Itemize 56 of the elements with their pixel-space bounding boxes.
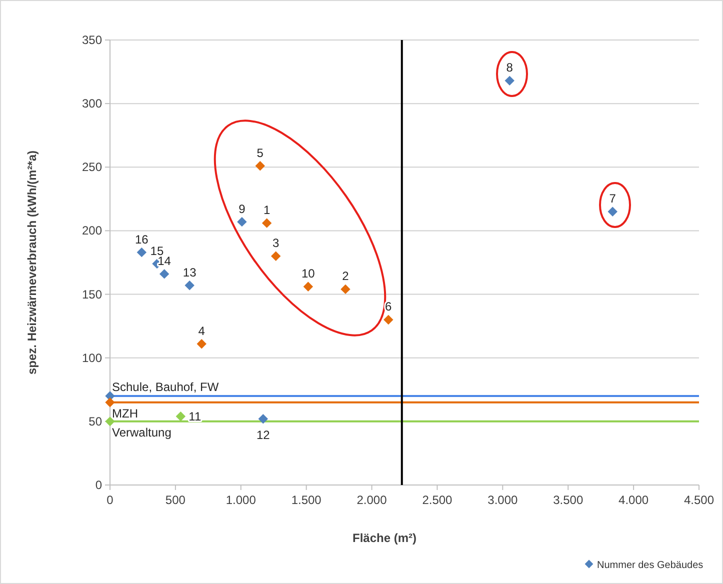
annotation: 16 <box>134 232 149 246</box>
annotation: 12 <box>256 428 270 442</box>
x-axis-title: Fläche (m²) <box>352 531 417 545</box>
y-tick-label: 0 <box>95 478 102 492</box>
point <box>258 414 268 424</box>
annotation: 8 <box>506 60 514 75</box>
annotation: 4 <box>198 324 206 338</box>
point <box>105 398 115 408</box>
x-tick-label: 500 <box>165 493 186 507</box>
x-tick-label: 2.500 <box>422 493 453 507</box>
x-tick-label: 3.000 <box>488 493 518 507</box>
annotation: 3 <box>272 236 280 250</box>
y-tick-label: 150 <box>82 287 102 302</box>
annotation: 5 <box>256 146 264 160</box>
x-tick-label: 4.000 <box>618 493 649 507</box>
annotation: 15 <box>150 244 164 258</box>
y-tick-label: 250 <box>82 160 102 174</box>
point <box>159 269 170 279</box>
x-tick-label: 2.000 <box>356 493 388 507</box>
ref-line-label: MZH <box>112 406 138 420</box>
x-tick-label: 3.500 <box>553 493 584 507</box>
annotation: 11 <box>188 409 202 424</box>
y-tick-label: 300 <box>82 96 102 111</box>
point <box>270 251 281 261</box>
x-tick-label: 1.500 <box>291 493 322 507</box>
point <box>255 161 265 171</box>
y-tick-label: 350 <box>82 33 102 47</box>
point <box>384 314 394 325</box>
point <box>184 280 194 290</box>
point <box>196 339 206 349</box>
x-tick-label: 0 <box>106 493 114 507</box>
point <box>176 411 186 422</box>
point <box>303 282 314 292</box>
y-tick-label: 200 <box>82 224 102 238</box>
ref-line-label: Verwaltung <box>112 425 172 440</box>
annotation: 1 <box>263 203 270 218</box>
x-tick-label: 1.000 <box>226 493 256 507</box>
point <box>262 218 272 228</box>
point <box>105 416 115 426</box>
ref-line-label: Schule, Bauhof, FW <box>112 380 220 394</box>
y-tick-label: 50 <box>88 414 102 428</box>
x-tick-label: 4.500 <box>684 493 714 507</box>
point <box>340 284 350 294</box>
point <box>237 216 247 227</box>
annotation: 2 <box>342 269 350 284</box>
annotation: 9 <box>238 202 246 216</box>
point <box>136 247 147 258</box>
annotation: 13 <box>182 265 197 280</box>
point <box>504 76 514 86</box>
annotation: 10 <box>301 266 316 281</box>
annotation: 7 <box>609 192 616 206</box>
annotation: 6 <box>385 300 392 314</box>
point <box>608 206 618 216</box>
legend-label: Nummer des Gebäudes <box>597 560 704 571</box>
y-axis-title: spez. Heizwärmeverbrauch (kWh/(m²*a) <box>25 150 39 375</box>
y-tick-label: 100 <box>82 350 102 365</box>
